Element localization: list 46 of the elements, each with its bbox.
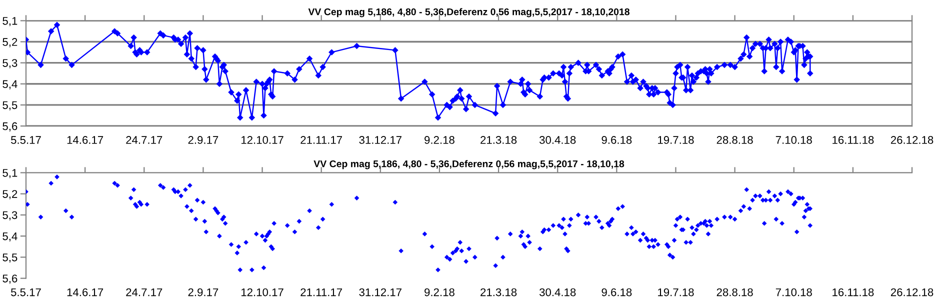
y-tick-label: 5,3 bbox=[2, 211, 18, 220]
x-tick-label: 9.2.18 bbox=[424, 136, 454, 144]
x-tick-label: 2.9.17 bbox=[188, 288, 218, 296]
y-tick-label: 5,2 bbox=[2, 190, 18, 200]
x-tick-label: 24.7.17 bbox=[126, 288, 162, 296]
x-tick-label: 9.2.18 bbox=[424, 288, 454, 296]
x-tick-label: 28.8.18 bbox=[716, 136, 753, 144]
x-tick-label: 21.11.17 bbox=[300, 136, 342, 144]
y-tick-label: 5,4 bbox=[2, 232, 18, 242]
x-tick-label: 9.6.18 bbox=[602, 136, 632, 144]
x-tick-label: 19.7.18 bbox=[658, 136, 694, 144]
x-tick-label: 14.6.17 bbox=[67, 136, 104, 144]
chart-title: VV Cep mag 5,186, 4,80 - 5,36,Deferenz 0,56 mag,5,5,2017 - 18,10,2018 bbox=[308, 8, 630, 18]
x-tick-label: 21.3.18 bbox=[480, 288, 517, 296]
x-tick-label: 16.11.18 bbox=[832, 288, 874, 296]
y-tick-label: 5,6 bbox=[2, 122, 18, 132]
x-tick-label: 26.12.18 bbox=[890, 288, 934, 296]
y-tick-label: 5,1 bbox=[2, 17, 18, 26]
x-tick-label: 28.8.18 bbox=[716, 288, 753, 296]
y-tick-label: 5,1 bbox=[2, 169, 18, 178]
y-tick-label: 5,2 bbox=[2, 38, 18, 48]
x-tick-label: 7.10.18 bbox=[776, 136, 812, 144]
x-tick-label: 12.10.17 bbox=[241, 136, 284, 144]
x-tick-label: 2.9.17 bbox=[188, 136, 218, 144]
x-tick-label: 31.12.17 bbox=[359, 288, 402, 296]
x-tick-label: 21.3.18 bbox=[480, 136, 517, 144]
y-tick-label: 5,5 bbox=[2, 101, 18, 110]
y-tick-label: 5,4 bbox=[2, 80, 18, 90]
x-tick-label: 5.5.17 bbox=[10, 136, 41, 144]
x-tick-label: 14.6.17 bbox=[67, 288, 104, 296]
x-tick-label: 9.6.18 bbox=[602, 288, 632, 296]
x-tick-label: 30.4.18 bbox=[539, 136, 576, 144]
y-tick-label: 5,6 bbox=[2, 274, 18, 284]
x-tick-label: 26.12.18 bbox=[890, 136, 934, 144]
y-tick-label: 5,3 bbox=[2, 59, 18, 68]
x-tick-label: 12.10.17 bbox=[241, 288, 284, 296]
x-tick-label: 31.12.17 bbox=[359, 136, 402, 144]
x-tick-label: 30.4.18 bbox=[539, 288, 576, 296]
x-tick-label: 5.5.17 bbox=[10, 288, 41, 296]
x-tick-label: 19.7.18 bbox=[658, 288, 694, 296]
x-tick-label: 16.11.18 bbox=[832, 136, 874, 144]
x-tick-label: 21.11.17 bbox=[300, 288, 342, 296]
x-tick-label: 7.10.18 bbox=[776, 288, 812, 296]
y-tick-label: 5,5 bbox=[2, 254, 18, 263]
x-tick-label: 24.7.17 bbox=[126, 136, 162, 144]
chart-title: VV Cep mag 5,186, 4,80 - 5,36,Deferenz 0,56 mag,5,5,2017 - 18,10,18 bbox=[314, 160, 624, 170]
